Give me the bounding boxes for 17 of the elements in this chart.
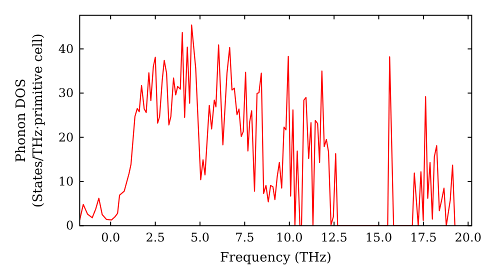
- x-tick-label: 0.0: [101, 230, 120, 245]
- y-tick-label: 10: [58, 174, 74, 188]
- y-tick-label: 0: [66, 218, 74, 233]
- y-tick-label: 30: [58, 86, 74, 100]
- x-tick-label: 12.5: [320, 230, 348, 245]
- x-axis-title: Frequency (THz): [220, 250, 332, 266]
- line-series: [80, 24, 456, 226]
- y-tick-label: 40: [58, 42, 74, 56]
- x-tick-label: 15.0: [365, 230, 392, 245]
- y-axis-title: Phonon DOS (States/THz·primitive cell): [14, 33, 46, 208]
- y-tick-label: 20: [58, 130, 74, 144]
- x-tick-label: 2.5: [146, 230, 165, 245]
- x-tick-label: 7.5: [235, 230, 254, 245]
- x-tick-label: 10.0: [276, 230, 303, 245]
- x-tick-label: 5.0: [190, 230, 210, 245]
- x-tick-label: 17.5: [410, 230, 437, 245]
- x-tick-label: 20.0: [454, 230, 482, 245]
